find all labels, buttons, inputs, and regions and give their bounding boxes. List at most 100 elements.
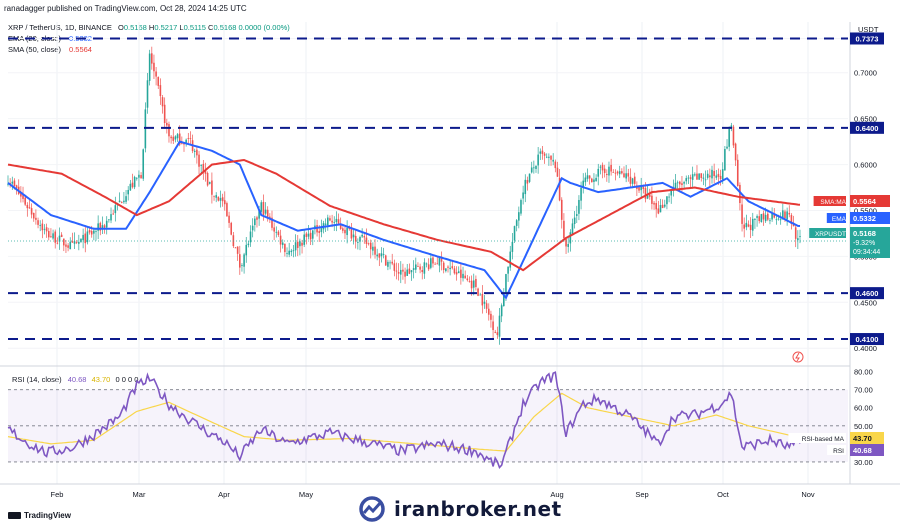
candle-body xyxy=(565,238,567,247)
candle-body xyxy=(82,234,84,241)
candle-body xyxy=(90,231,93,235)
candle-body xyxy=(294,242,297,251)
candle-body xyxy=(711,169,713,179)
symbol-title: XRP / TetherUS, 1D, BINANCE xyxy=(8,23,112,32)
rsi-y-tick-label: 50.00 xyxy=(854,422,873,431)
candle-body xyxy=(543,153,546,156)
candle-body xyxy=(483,301,486,304)
candle-body xyxy=(696,173,698,180)
candle-body xyxy=(161,97,164,107)
rsi-tag-name: RSI xyxy=(833,448,844,455)
candle-body xyxy=(466,278,469,281)
candle-body xyxy=(369,242,372,250)
candle-body xyxy=(599,166,602,168)
candle-body xyxy=(760,214,763,223)
candle-body xyxy=(404,271,406,277)
candle-body xyxy=(148,53,151,81)
candle-body xyxy=(378,253,381,258)
candle-body xyxy=(586,175,589,179)
candle-body xyxy=(69,241,72,250)
candle-body xyxy=(767,213,769,220)
candle-body xyxy=(279,235,282,245)
candle-body xyxy=(694,174,696,176)
candle-body xyxy=(601,164,604,171)
candle-body xyxy=(618,171,621,175)
tradingview-logo[interactable]: TradingView xyxy=(8,511,71,520)
candle-body xyxy=(217,196,220,201)
candle-body xyxy=(387,261,389,267)
candle-body xyxy=(170,136,172,139)
candle-body xyxy=(193,150,196,152)
candle-body xyxy=(575,214,578,216)
candle-body xyxy=(539,151,542,154)
rsi-ma-line xyxy=(7,392,800,452)
candle-body xyxy=(595,177,597,182)
candle-body xyxy=(606,173,608,176)
candle-body xyxy=(275,231,278,233)
candle-body xyxy=(430,258,432,268)
candle-body xyxy=(230,222,233,235)
price-tag-value: 0.5168 xyxy=(853,229,876,238)
candle-body xyxy=(133,176,136,188)
candle-body xyxy=(112,213,114,215)
tv-logo-icon xyxy=(8,512,21,520)
candle-body xyxy=(440,256,443,262)
sma-legend[interactable]: SMA (50, close) 0.5564 xyxy=(8,45,92,54)
ohlc-l-label: L xyxy=(179,23,184,32)
candle-body xyxy=(142,149,145,179)
candle-body xyxy=(129,183,132,191)
candle-body xyxy=(176,134,179,139)
candle-body xyxy=(309,232,312,240)
candle-body xyxy=(337,219,340,224)
candle-body xyxy=(721,169,724,180)
candle-body xyxy=(591,178,593,183)
candle-body xyxy=(462,273,464,279)
candle-body xyxy=(234,247,237,249)
candle-body xyxy=(715,175,718,178)
rsi-legend-value: 40.68 xyxy=(67,375,87,384)
candle-body xyxy=(646,194,649,199)
candle-body xyxy=(507,266,509,274)
candle-body xyxy=(198,154,200,167)
candle-body xyxy=(794,227,797,239)
candle-body xyxy=(266,209,269,217)
candle-body xyxy=(324,223,327,225)
candle-body xyxy=(700,173,703,178)
candle-body xyxy=(80,238,82,242)
price-tag-name-bg xyxy=(809,228,846,238)
price-tag-name: EMA xyxy=(832,216,847,223)
candle-body xyxy=(453,268,456,274)
candle-body xyxy=(580,187,582,201)
candle-body xyxy=(178,133,181,145)
candle-body xyxy=(511,241,514,252)
candle-body xyxy=(567,244,569,247)
candle-body xyxy=(30,208,33,215)
candle-body xyxy=(251,225,254,231)
candle-body xyxy=(663,204,666,207)
candle-body xyxy=(346,227,348,236)
rsi-pane xyxy=(7,371,848,470)
candle-body xyxy=(54,231,57,243)
candle-body xyxy=(434,263,436,265)
rsi-legend[interactable]: RSI (14, close) 40.68 43.70 0 0 0 0 xyxy=(12,375,138,384)
candle-body xyxy=(631,178,634,184)
candle-body xyxy=(399,269,402,275)
candle-body xyxy=(687,177,690,179)
currency-label[interactable]: USDT xyxy=(858,25,879,34)
candle-body xyxy=(153,62,155,72)
candle-body xyxy=(206,172,209,186)
candle-body xyxy=(26,204,29,209)
rsi-line xyxy=(7,371,801,470)
candle-body xyxy=(181,142,183,144)
candle-body xyxy=(475,278,477,288)
candle-body xyxy=(241,264,243,266)
candle-body xyxy=(464,275,466,279)
x-tick-label: Aug xyxy=(550,490,563,499)
level-price-tag xyxy=(850,333,884,346)
candle-body xyxy=(125,196,127,202)
candle-body xyxy=(406,269,409,276)
candle-body xyxy=(7,183,9,185)
candle-body xyxy=(223,200,226,205)
candle-body xyxy=(745,222,748,228)
